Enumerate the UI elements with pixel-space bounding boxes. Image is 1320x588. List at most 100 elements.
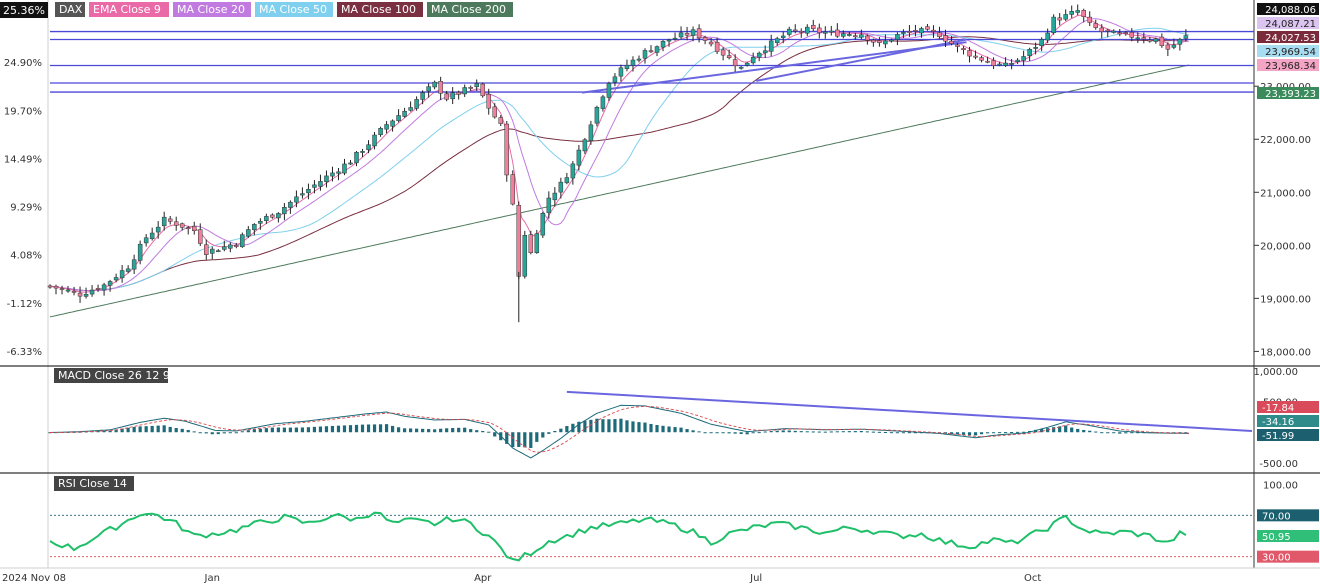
macd-histogram-bar (390, 425, 395, 433)
candle (300, 193, 305, 196)
price-label-bg (1257, 59, 1319, 71)
candle (384, 124, 389, 130)
macd-histogram-bar (559, 428, 563, 433)
legend-chip[interactable] (89, 2, 169, 17)
candle (444, 93, 449, 100)
macd-histogram-bar (132, 427, 136, 433)
macd-histogram-bar (1022, 431, 1026, 433)
candle (762, 50, 768, 54)
candle (1147, 39, 1153, 42)
candle (246, 229, 251, 237)
candle (931, 29, 936, 32)
ma200-line (49, 64, 1190, 318)
candle (835, 29, 840, 37)
candle (1117, 32, 1123, 35)
macd-histogram-bar (511, 432, 515, 448)
left-axis-tick: 9.29% (10, 203, 42, 214)
legend-chip[interactable] (173, 2, 251, 17)
left-axis-tick: 4.08% (10, 251, 42, 262)
macd-histogram-bar (1178, 432, 1182, 434)
macd-histogram-bar (162, 425, 166, 433)
candle (522, 235, 528, 277)
macd-histogram-bar (769, 431, 773, 433)
macd-axis-tick: 1,000.00 (1253, 367, 1298, 378)
macd-histogram-bar (234, 432, 238, 434)
ma20-line (49, 18, 1189, 291)
price-label: 24,088.06 (1265, 5, 1316, 16)
macd-histogram-bar (1124, 432, 1128, 434)
macd-trendline[interactable] (566, 390, 1253, 433)
left-axis-tick: 19.70% (4, 106, 42, 117)
legend-chip[interactable] (427, 2, 513, 17)
macd-histogram-bar (865, 431, 869, 433)
candle (654, 46, 660, 53)
macd-histogram-bar (1064, 425, 1068, 433)
candle (360, 151, 365, 153)
macd-histogram-bar (324, 426, 329, 433)
macd-histogram-bar (487, 431, 491, 433)
candle (312, 184, 317, 188)
macd-histogram-bar (180, 428, 184, 433)
macd-histogram-bar (703, 432, 707, 434)
macd-histogram-bar (120, 428, 124, 433)
macd-histogram-bar (1010, 431, 1014, 433)
candle (606, 83, 612, 98)
candle (1075, 10, 1080, 13)
macd-histogram-bar (979, 432, 984, 435)
macd-price-label: -34.16 (1262, 417, 1294, 428)
macd-histogram-bar (727, 432, 731, 434)
macd-histogram-bar (577, 421, 581, 433)
candle (799, 30, 804, 33)
candle (1039, 39, 1044, 46)
macd-histogram-bar (427, 429, 431, 433)
macd-histogram-bar (895, 432, 900, 434)
candle (504, 123, 510, 176)
macd-histogram-bar (775, 430, 779, 433)
macd-histogram-bar (889, 432, 893, 434)
right-axis-tick: 18,000.00 (1260, 347, 1311, 358)
candle (438, 81, 443, 94)
candle (324, 175, 329, 183)
macd-histogram-bar (156, 425, 160, 433)
price-label-bg (1257, 31, 1319, 43)
macd-histogram-bar (1094, 431, 1098, 433)
trendline[interactable] (755, 38, 967, 82)
macd-histogram-bar (1130, 432, 1134, 434)
candle (59, 288, 65, 290)
macd-histogram-bar (655, 424, 659, 433)
macd-histogram-bar (823, 431, 827, 433)
macd-histogram-bar (607, 419, 611, 433)
candle (696, 28, 702, 39)
rsi-panel: 100.00 70.00 50.95 30.00 (49, 480, 1319, 564)
candle (823, 31, 828, 34)
candle (1141, 37, 1147, 40)
macd-histogram-bar (264, 428, 268, 433)
legend-chip[interactable] (55, 2, 85, 17)
candle (678, 32, 684, 38)
candle (774, 38, 780, 43)
legend-chip[interactable] (337, 2, 423, 17)
macd-price-label: -17.84 (1262, 403, 1294, 414)
candle (895, 34, 900, 40)
trendline[interactable] (581, 41, 967, 94)
macd-histogram-bar (697, 431, 701, 433)
candle (780, 35, 786, 38)
candle (1069, 11, 1074, 15)
candle (937, 32, 942, 38)
legend-chip[interactable] (255, 2, 333, 17)
macd-histogram-bar (661, 425, 665, 433)
macd-histogram-bar (985, 432, 990, 434)
candle (222, 246, 227, 250)
candle (191, 225, 197, 231)
candle (1027, 49, 1032, 56)
macd-histogram-bar (144, 426, 148, 433)
rsi-price-label-bg (1257, 550, 1319, 563)
rsi-line (49, 511, 1187, 562)
candle (967, 50, 972, 57)
candle (95, 288, 101, 290)
candle (426, 86, 431, 92)
candle (811, 25, 816, 29)
macd-histogram-bar (589, 419, 593, 433)
candle (210, 248, 215, 254)
candle (1171, 44, 1177, 48)
